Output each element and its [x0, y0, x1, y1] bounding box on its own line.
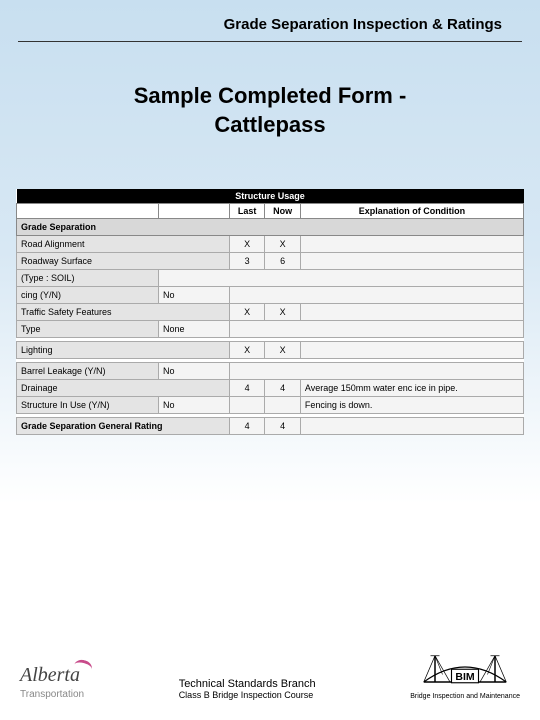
table-row: Lighting X X [17, 342, 524, 359]
cell-expl [300, 342, 523, 359]
row-label: cing (Y/N) [17, 287, 159, 304]
page-header: Grade Separation Inspection & Ratings [18, 0, 522, 42]
cell-expl: Fencing is down. [300, 397, 523, 414]
footer: Alberta Transportation Technical Standar… [0, 647, 540, 700]
row-label: Road Alignment [17, 236, 230, 253]
bim-block: BIM Bridge Inspection and Maintenance [410, 647, 520, 700]
bim-caption: Bridge Inspection and Maintenance [410, 693, 520, 700]
footer-center: Technical Standards Branch Class B Bridg… [179, 678, 316, 700]
table-subhead: Last Now Explanation of Condition [17, 204, 524, 219]
row-label: Type [17, 321, 159, 338]
table-row: Structure In Use (Y/N) No Fencing is dow… [17, 397, 524, 414]
alberta-subtext: Transportation [20, 689, 84, 700]
cell-expl [300, 304, 523, 321]
alberta-logo: Alberta [20, 664, 84, 687]
table-row: Grade Separation General Rating 4 4 [17, 418, 524, 435]
table-row: (Type : SOIL) [17, 270, 524, 287]
cell-now: 4 [265, 418, 300, 435]
cell-expl [300, 418, 523, 435]
table-row: Roadway Surface 3 6 [17, 253, 524, 270]
cell-last: X [229, 304, 264, 321]
cell-last: 4 [229, 418, 264, 435]
col-last: Last [229, 204, 264, 219]
cell-expl: Average 150mm water enc ice in pipe. [300, 380, 523, 397]
table-row: cing (Y/N) No [17, 287, 524, 304]
row-label: Structure In Use (Y/N) [17, 397, 159, 414]
section-grade-separation: Grade Separation [17, 219, 524, 236]
cell-last: 4 [229, 380, 264, 397]
cell-value: None [158, 321, 229, 338]
bridge-icon: BIM [420, 647, 510, 687]
tech-line2: Class B Bridge Inspection Course [179, 690, 316, 700]
alberta-logo-block: Alberta Transportation [20, 664, 84, 700]
table-row: Traffic Safety Features X X [17, 304, 524, 321]
cell-value: No [158, 397, 229, 414]
row-label: Traffic Safety Features [17, 304, 230, 321]
table-header-black: Structure Usage [17, 189, 524, 204]
cell-last: 3 [229, 253, 264, 270]
inspection-table: Structure Usage Last Now Explanation of … [16, 189, 524, 435]
cell-value: No [158, 363, 229, 380]
title-line1: Sample Completed Form - [0, 82, 540, 111]
row-label: Lighting [17, 342, 230, 359]
row-label: Grade Separation General Rating [17, 418, 230, 435]
svg-text:BIM: BIM [455, 671, 475, 683]
title-line2: Cattlepass [0, 111, 540, 140]
row-label: Barrel Leakage (Y/N) [17, 363, 159, 380]
cell-now: X [265, 236, 300, 253]
cell-now: X [265, 342, 300, 359]
table-row: Type None [17, 321, 524, 338]
section-label: Grade Separation [17, 219, 524, 236]
tech-line1: Technical Standards Branch [179, 678, 316, 690]
cell-value [158, 270, 523, 287]
row-label: Drainage [17, 380, 230, 397]
usage-header: Structure Usage [17, 189, 524, 204]
row-label: Roadway Surface [17, 253, 230, 270]
cell-last: X [229, 342, 264, 359]
table-row: Road Alignment X X [17, 236, 524, 253]
cell-now: 6 [265, 253, 300, 270]
main-title: Sample Completed Form - Cattlepass [0, 82, 540, 139]
cell-last: X [229, 236, 264, 253]
cell-now: 4 [265, 380, 300, 397]
cell-expl [300, 253, 523, 270]
col-now: Now [265, 204, 300, 219]
table-row: Drainage 4 4 Average 150mm water enc ice… [17, 380, 524, 397]
cell-now: X [265, 304, 300, 321]
cell-value: No [158, 287, 229, 304]
cell-expl [300, 236, 523, 253]
row-label: (Type : SOIL) [17, 270, 159, 287]
table-row: Barrel Leakage (Y/N) No [17, 363, 524, 380]
col-explanation: Explanation of Condition [300, 204, 523, 219]
